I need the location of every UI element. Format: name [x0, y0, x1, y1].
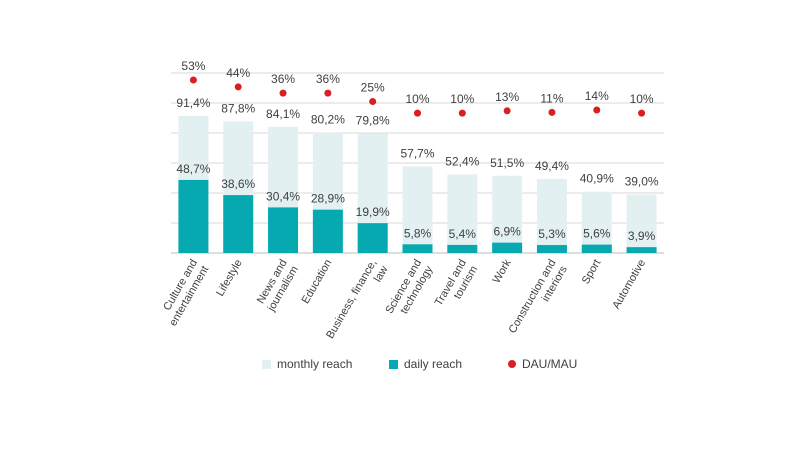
category-label: Business, finance,law: [324, 257, 390, 347]
daily-reach-label: 28,9%: [311, 192, 345, 206]
dau-mau-swatch: [508, 360, 516, 368]
category-label: News andjournalism: [254, 258, 301, 315]
monthly-reach-label: 87,8%: [221, 101, 255, 115]
daily-reach-label: 38,6%: [221, 177, 255, 191]
daily-reach-bar: [312, 209, 343, 253]
daily-reach-label: 19,9%: [356, 205, 390, 219]
monthly-reach-bar: [447, 174, 478, 253]
daily-reach-label: 5,6%: [583, 227, 611, 241]
monthly-reach-label: 52,4%: [445, 154, 479, 168]
dau-mau-label: 14%: [585, 89, 609, 103]
legend: monthly reach daily reach DAU/MAU: [0, 357, 800, 373]
monthly-reach-label: 57,7%: [400, 146, 434, 160]
monthly-reach-bar: [492, 175, 523, 253]
monthly-reach-label: 84,1%: [266, 107, 300, 121]
daily-reach-bar: [626, 247, 657, 253]
dau-mau-label: 53%: [181, 59, 205, 73]
daily-reach-label: 5,3%: [538, 227, 566, 241]
legend-item-daily: daily reach: [389, 357, 462, 371]
monthly-reach-bar: [581, 191, 612, 253]
category-label: Education: [300, 258, 335, 306]
category-label: Culture andentertainment: [156, 258, 211, 329]
dau-mau-label: 25%: [361, 81, 385, 95]
monthly-reach-label: 49,4%: [535, 159, 569, 173]
category-labels: Culture andentertainment Lifestyle News an…: [156, 257, 648, 347]
daily-reach-bar: [223, 195, 254, 253]
category-label: Sport: [580, 258, 604, 287]
category-label: Automotive: [610, 258, 648, 312]
monthly-reach-label: 51,5%: [490, 156, 524, 170]
dau-mau-label: 10%: [450, 92, 474, 106]
dau-mau-point: [593, 106, 601, 114]
dau-mau-point: [189, 76, 197, 84]
monthly-reach-label: 40,9%: [580, 172, 614, 186]
dau-mau-points: [189, 76, 646, 117]
legend-label-monthly: monthly reach: [277, 357, 353, 371]
legend-label-daily: daily reach: [404, 357, 463, 371]
daily-reach-label: 30,4%: [266, 189, 300, 203]
daily-reach-bar: [492, 242, 523, 253]
daily-reach-bars: [178, 179, 657, 253]
daily-reach-label: 5,8%: [404, 226, 432, 240]
dau-mau-point: [638, 109, 646, 117]
category-label-line: Education: [300, 258, 335, 306]
monthly-reach-label: 39,0%: [625, 175, 659, 189]
monthly-reach-label: 79,8%: [356, 113, 390, 127]
monthly-reach-swatch: [262, 359, 271, 369]
daily-reach-label: 48,7%: [176, 162, 210, 176]
category-label-line: Automotive: [610, 258, 648, 312]
legend-item-dau-mau: DAU/MAU: [508, 357, 577, 371]
daily-reach-bar: [581, 244, 612, 253]
dau-mau-label: 36%: [271, 72, 295, 86]
category-label-line: Business, finance,: [324, 258, 379, 341]
dau-mau-label: 44%: [226, 66, 250, 80]
dau-mau-point: [548, 108, 556, 116]
category-label-line: Lifestyle: [214, 258, 245, 299]
daily-reach-swatch: [389, 359, 398, 369]
dau-mau-point: [369, 98, 377, 106]
daily-reach-label: 3,9%: [628, 229, 656, 243]
dau-mau-label: 11%: [540, 91, 563, 105]
category-label-line: Sport: [580, 258, 604, 287]
daily-reach-bar: [447, 244, 478, 253]
daily-reach-label: 6,9%: [493, 225, 521, 239]
daily-reach-bar: [402, 244, 433, 253]
category-label: Lifestyle: [214, 258, 245, 299]
dau-mau-point: [234, 83, 242, 91]
dau-mau-point: [414, 109, 421, 117]
dau-mau-label: 10%: [405, 92, 429, 106]
monthly-reach-bar: [626, 194, 657, 253]
category-label: Science andtechnology: [383, 257, 435, 322]
monthly-reach-label: 91,4%: [176, 96, 210, 110]
legend-item-monthly: monthly reach: [262, 357, 352, 371]
dau-mau-label: 36%: [316, 72, 340, 86]
category-label-line: Work: [491, 257, 514, 285]
category-label: Work: [491, 257, 514, 285]
dau-mau-point: [458, 109, 466, 117]
daily-reach-bar: [178, 179, 209, 253]
dau-mau-label: 10%: [630, 92, 654, 106]
dau-mau-point: [279, 89, 287, 97]
daily-reach-bar: [536, 245, 567, 253]
monthly-reach-bar: [536, 178, 567, 253]
daily-reach-bar: [357, 223, 388, 253]
monthly-reach-label: 80,2%: [311, 113, 345, 127]
legend-label-dau-mau: DAU/MAU: [522, 357, 578, 371]
data-labels: 91,4% 48,7% 53% 87,8% 38,6% 44% 84,1% 30,4% 36% 8…: [176, 59, 659, 243]
dau-mau-point: [324, 89, 332, 97]
monthly-reach-bar: [402, 166, 433, 253]
daily-reach-label: 5,4%: [449, 227, 477, 241]
category-label: Travel andtourism: [433, 258, 480, 315]
daily-reach-bar: [268, 207, 299, 253]
dau-mau-label: 13%: [495, 90, 519, 104]
dau-mau-point: [503, 107, 511, 115]
category-label: Construction andinteriors: [507, 257, 570, 342]
